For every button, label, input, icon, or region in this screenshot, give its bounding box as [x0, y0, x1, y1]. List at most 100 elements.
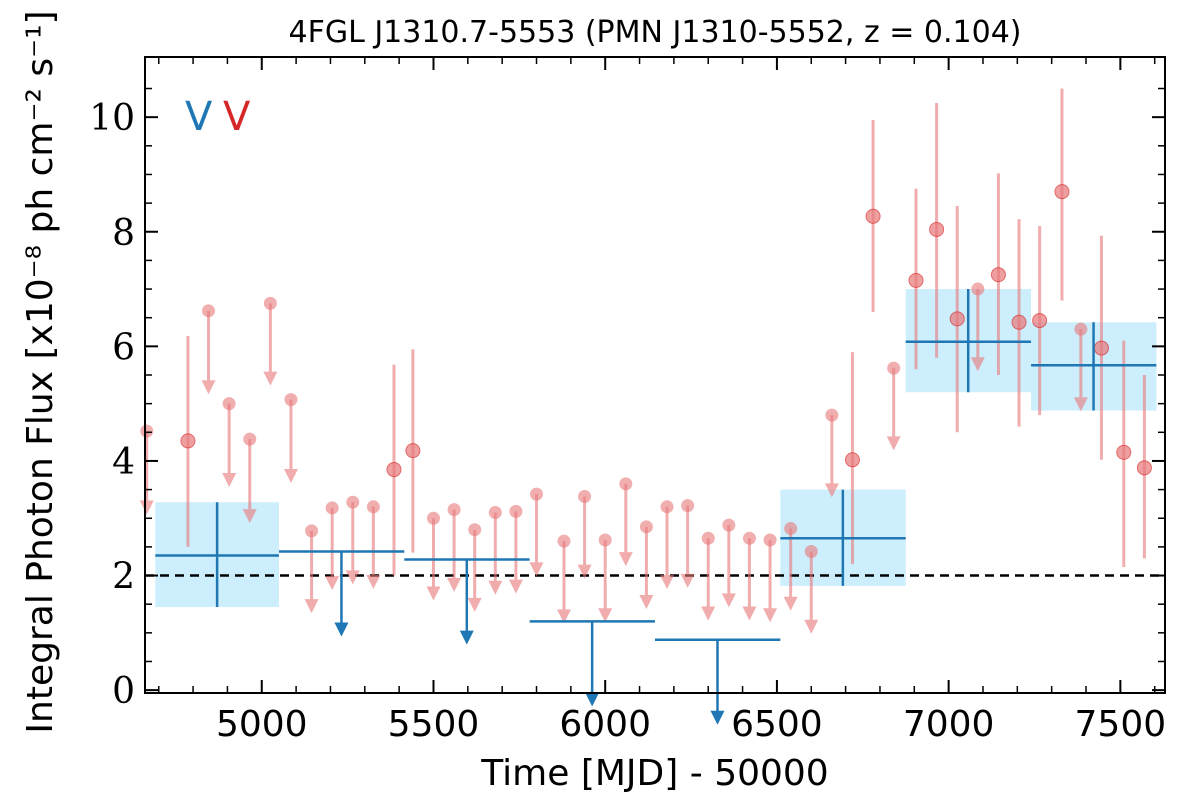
red-upper-limit-12	[467, 529, 482, 612]
red-upper-limit-marker-27	[784, 522, 798, 536]
red-upper-limit-marker-12	[468, 523, 482, 537]
red-upper-limit-marker-15	[530, 487, 544, 501]
red-upper-limit-25	[742, 538, 757, 621]
red-upper-limit-19-head	[618, 552, 633, 567]
red-point-9	[1011, 314, 1027, 330]
y-axis-label: Integral Photon Flux [x10⁻⁸ ph cm⁻² s⁻¹]	[20, 10, 61, 733]
red-upper-limit-3	[242, 439, 257, 524]
red-upper-limit-19	[618, 483, 633, 567]
legend-entry-1: V	[223, 94, 251, 140]
red-upper-limit-32-head	[1073, 397, 1088, 412]
blue-upper-limit-1-head	[459, 630, 474, 645]
red-upper-limit-16	[556, 541, 571, 624]
red-upper-limit-marker-32	[1074, 322, 1088, 336]
red-upper-limit-marker-18	[598, 533, 612, 547]
red-upper-limit-8	[345, 502, 360, 585]
red-upper-limit-3-head	[242, 509, 257, 524]
red-upper-limit-22-head	[680, 573, 695, 588]
red-upper-limit-23-head	[701, 606, 716, 621]
red-upper-limit-4	[263, 303, 278, 386]
red-upper-limit-marker-14	[509, 504, 523, 518]
red-upper-limit-8-head	[345, 570, 360, 585]
red-upper-limit-21	[660, 506, 675, 589]
red-upper-limit-marker-21	[660, 500, 674, 514]
y-tick-label-5: 10	[89, 98, 135, 139]
blue-upper-limit-3-head	[710, 710, 725, 725]
red-point-14	[1136, 460, 1152, 476]
red-upper-limit-marker-25	[742, 531, 756, 545]
red-upper-limit-marker-7	[325, 501, 339, 515]
red-upper-limit-2	[222, 403, 237, 488]
red-upper-limit-18-head	[598, 608, 613, 623]
red-upper-limit-26-head	[763, 608, 778, 623]
red-upper-limit-5	[283, 399, 298, 483]
red-upper-limit-marker-4	[263, 296, 277, 310]
red-upper-limit-25-head	[742, 606, 757, 621]
red-upper-limit-marker-24	[722, 518, 736, 532]
x-tick-label-4: 7000	[903, 704, 995, 745]
red-point-2	[405, 443, 421, 459]
red-upper-limit-marker-10	[426, 511, 440, 525]
red-upper-limit-0-head	[139, 500, 154, 515]
red-upper-limit-14	[508, 511, 523, 594]
blue-upper-limit-0-head	[334, 622, 349, 637]
red-upper-limit-29-head	[824, 483, 839, 498]
y-tick-label-3: 6	[112, 327, 135, 368]
red-upper-limit-17	[577, 496, 592, 579]
x-tick-label-3: 6500	[731, 704, 823, 745]
red-point-13	[1116, 444, 1132, 460]
red-upper-limit-7	[325, 507, 340, 591]
red-upper-limit-marker-2	[222, 397, 236, 411]
red-point-10	[1032, 313, 1048, 329]
red-upper-limit-marker-16	[557, 534, 571, 548]
blue-upper-limit-2-head	[585, 692, 600, 707]
red-upper-limit-13-head	[488, 580, 503, 595]
red-upper-limit-marker-8	[346, 495, 360, 509]
red-upper-limit-10	[426, 518, 441, 601]
red-point-11	[1054, 184, 1070, 200]
red-upper-limit-4-head	[263, 371, 278, 386]
red-point-3	[844, 452, 860, 468]
red-upper-limit-17-head	[577, 564, 592, 579]
red-upper-limit-23	[701, 538, 716, 621]
red-upper-limit-16-head	[556, 609, 571, 624]
red-upper-limit-marker-19	[619, 477, 633, 491]
red-upper-limit-0	[139, 431, 154, 515]
red-upper-limit-marker-5	[284, 393, 298, 407]
red-upper-limit-28-head	[804, 619, 819, 634]
red-upper-limit-24	[721, 525, 736, 608]
red-upper-limit-29	[824, 415, 839, 498]
red-point-7	[949, 311, 965, 327]
red-upper-limit-11-head	[447, 577, 462, 592]
red-upper-limit-9	[366, 506, 381, 589]
red-upper-limit-20	[639, 526, 654, 610]
blue-upper-limit-0	[334, 551, 349, 637]
red-upper-limit-marker-3	[243, 432, 257, 446]
red-upper-limit-31	[970, 289, 985, 372]
legend-entry-0: V	[185, 94, 213, 140]
red-upper-limit-11	[447, 509, 462, 592]
red-upper-limit-18	[598, 540, 613, 623]
red-upper-limit-12-head	[467, 597, 482, 612]
red-point-8	[990, 267, 1006, 283]
x-tick-label-2: 6000	[559, 704, 651, 745]
y-tick-label-2: 4	[112, 442, 135, 483]
red-upper-limit-21-head	[660, 575, 675, 589]
red-upper-limit-marker-26	[763, 533, 777, 547]
red-upper-limit-10-head	[426, 586, 441, 601]
red-upper-limit-27	[783, 528, 798, 611]
red-upper-limit-9-head	[366, 575, 381, 589]
red-upper-limit-2-head	[222, 473, 237, 488]
red-upper-limit-15	[529, 494, 544, 577]
red-point-1	[386, 462, 402, 478]
red-upper-limit-marker-29	[825, 408, 839, 422]
red-upper-limit-13	[488, 512, 503, 595]
red-upper-limit-marker-17	[578, 489, 592, 503]
red-upper-limit-30-head	[886, 436, 901, 451]
red-upper-limit-marker-28	[804, 544, 818, 558]
red-upper-limit-marker-0	[140, 424, 154, 438]
red-upper-limit-1	[201, 310, 216, 395]
x-tick-label-1: 5500	[388, 704, 480, 745]
x-tick-label-5: 7500	[1075, 704, 1167, 745]
